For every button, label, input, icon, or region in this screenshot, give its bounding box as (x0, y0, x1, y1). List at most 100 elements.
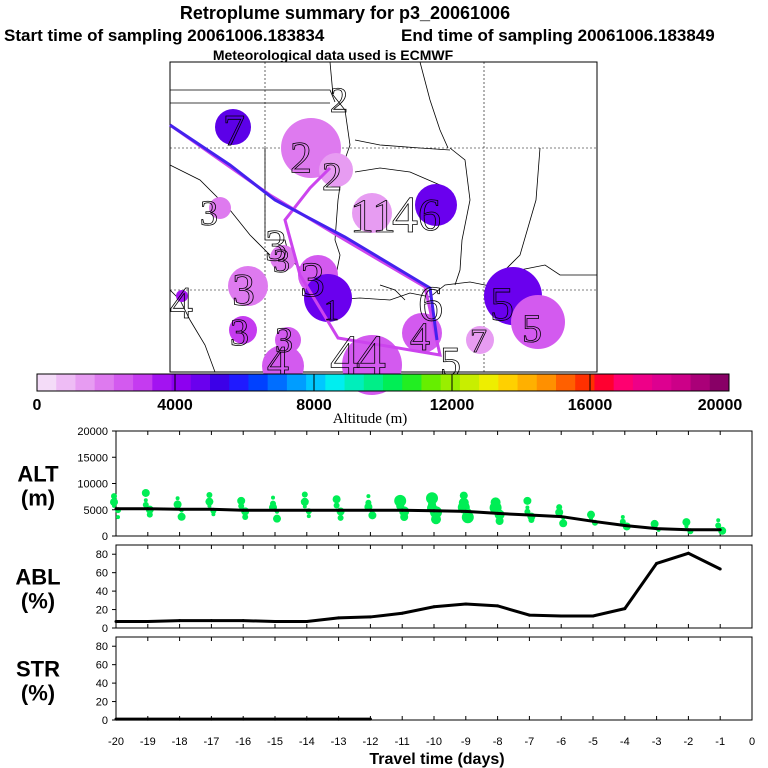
colorbar-swatch (229, 374, 249, 391)
colorbar-swatch (75, 374, 96, 391)
colorbar-swatch (440, 374, 461, 391)
altitude-spread-point (116, 515, 120, 520)
colorbar-swatch (325, 374, 346, 391)
colorbar-tick: 16000 (568, 397, 613, 414)
map-boundaries (169, 61, 597, 373)
plume-label: 3 (200, 193, 218, 233)
colorbar-swatch (479, 374, 499, 391)
colorbar-swatch (56, 374, 76, 391)
altitude-spread-point (619, 518, 626, 525)
plume-label: 3 (230, 312, 249, 354)
alt-data-point (178, 507, 182, 511)
x-tick-label: -19 (140, 736, 156, 748)
altitude-spread-point (306, 514, 311, 519)
alt-data-point (146, 507, 150, 511)
map-grid (170, 62, 597, 372)
alt-panel: 20000 15000 10000 5000 0 ALT (m) (17, 426, 753, 543)
alt-data-point (496, 511, 500, 515)
altitude-spread-point (300, 497, 309, 506)
colorbar-swatch (671, 374, 692, 391)
abl-data-point (623, 607, 627, 611)
colorbar-swatch (613, 374, 634, 391)
abl-series-line (116, 551, 721, 624)
altitude-spread-point (682, 518, 691, 527)
abl-data-point (432, 605, 436, 609)
altitude-spread-point (426, 492, 438, 505)
alt-data-point (591, 519, 595, 523)
colorbar-swatch (286, 374, 307, 391)
abl-data-point (655, 561, 659, 565)
altitude-spread-point (177, 512, 186, 521)
end-time-label: End time of sampling 20061006.183849 (401, 26, 715, 45)
altitude-spread-point (273, 514, 281, 523)
colorbar-swatch (363, 374, 384, 391)
altitude-spread-point (366, 494, 371, 499)
altitude-spread-point (395, 495, 406, 506)
y-tick-label: 80 (96, 549, 108, 561)
plume-label: 4 (170, 277, 193, 328)
abl-data-point (591, 614, 595, 618)
y-tick-label: 20000 (77, 426, 108, 438)
altitude-spread-point (206, 492, 213, 499)
alt-data-point (209, 507, 213, 511)
alt-data-point (559, 515, 563, 519)
alt-data-point (400, 508, 404, 512)
plume-label: 4 (410, 314, 430, 359)
altitude-spread-point (461, 511, 474, 524)
colorbar-swatch (248, 374, 269, 391)
colorbar-swatch (652, 374, 672, 391)
colorbar-swatch (709, 374, 730, 391)
panel-frame (115, 636, 753, 721)
x-tick-label: 0 (749, 736, 755, 748)
altitude-spread-point (141, 488, 150, 497)
plume-label: 3 (273, 243, 290, 280)
altitude-spread-point (110, 498, 118, 507)
plume-label: 3 (300, 251, 325, 307)
altitude-spread-point (431, 514, 441, 525)
plume-label: 2 (330, 80, 348, 120)
str-data-point (241, 717, 245, 721)
altitude-spread-point (459, 491, 468, 500)
altitude-spread-point (237, 496, 246, 505)
x-tick-label: -11 (395, 736, 410, 748)
alt-series-line (116, 507, 721, 532)
alt-data-point (655, 527, 659, 531)
colorbar-swatch (190, 374, 211, 391)
y-tick-label: 0 (102, 623, 108, 635)
plume-label: 7 (223, 106, 245, 155)
colorbar-frame (36, 373, 730, 392)
plume-label: 1 (350, 190, 374, 243)
abl-data-point (337, 616, 341, 620)
x-axis-label: Travel time (days) (369, 751, 504, 768)
alt-data-point (527, 513, 531, 517)
abl-data-point (241, 619, 245, 623)
abl-data-point (146, 620, 150, 624)
plume-label: 2 (290, 133, 312, 182)
altitude-spread-point (242, 513, 249, 520)
altitude-spread-point (368, 511, 377, 520)
y-tick-label: 80 (96, 641, 108, 653)
plume-label: 1 (324, 294, 339, 327)
str-data-point (305, 717, 309, 721)
alt-data-point (432, 509, 436, 513)
start-time-label: Start time of sampling 20061006.183834 (4, 26, 325, 45)
abl-data-point (305, 620, 309, 624)
colorbar-tick: 8000 (296, 397, 332, 414)
alt-data-point (337, 508, 341, 512)
x-tick-label: -1 (715, 736, 725, 748)
colorbar-swatch (94, 374, 115, 391)
colorbar-tick: 12000 (430, 397, 475, 414)
plume-label: 5 (522, 306, 542, 351)
alt-data-point (305, 508, 309, 512)
x-tick-label: -4 (620, 736, 630, 748)
plume-label: 5 (490, 278, 514, 331)
abl-data-point (464, 602, 468, 606)
str-data-point (178, 717, 182, 721)
altitude-spread-point (400, 512, 409, 521)
str-data-point (114, 717, 118, 721)
alt-data-point (686, 528, 690, 532)
altitude-spread-point (524, 508, 531, 515)
y-tick-label: 10000 (77, 479, 108, 491)
colorbar-tick: 4000 (157, 397, 193, 414)
altitude-spread-point (270, 500, 276, 507)
